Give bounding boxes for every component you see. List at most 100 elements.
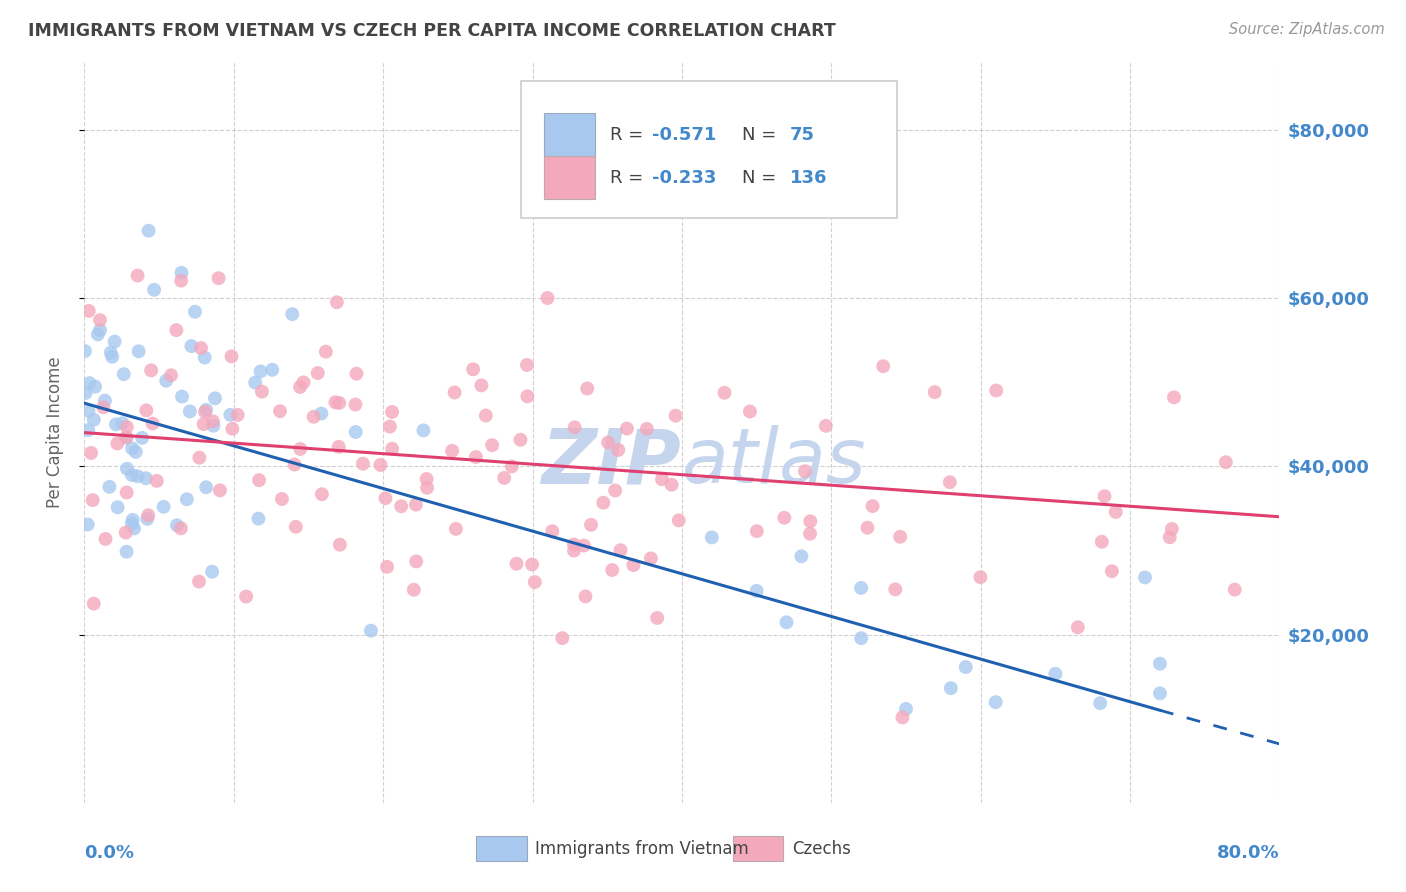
Point xyxy=(221,350,243,364)
Point xyxy=(115,462,138,476)
Point xyxy=(101,350,124,364)
Point xyxy=(247,473,270,487)
Point xyxy=(311,407,333,421)
Point xyxy=(799,526,821,541)
Point xyxy=(115,544,138,558)
Point xyxy=(127,469,149,483)
Point xyxy=(668,513,690,527)
Point xyxy=(636,422,658,436)
Point xyxy=(194,351,217,365)
Point xyxy=(139,363,162,377)
Point xyxy=(381,405,404,419)
Text: 80.0%: 80.0% xyxy=(1216,844,1279,862)
Point xyxy=(121,468,143,483)
Point xyxy=(415,472,437,486)
Point xyxy=(179,404,201,418)
Point xyxy=(121,442,143,456)
Point xyxy=(190,341,212,355)
Point xyxy=(416,481,439,495)
Point xyxy=(1045,666,1067,681)
Point xyxy=(249,364,271,378)
Point xyxy=(165,323,187,337)
Point xyxy=(201,414,224,428)
Point xyxy=(564,420,586,434)
Point xyxy=(115,485,138,500)
Point xyxy=(195,403,218,417)
Point xyxy=(136,512,159,526)
Point xyxy=(188,450,211,465)
Point xyxy=(475,409,498,423)
Point xyxy=(745,524,768,538)
Point xyxy=(79,376,101,390)
Point xyxy=(201,565,224,579)
Point xyxy=(891,710,914,724)
Point xyxy=(194,405,217,419)
Point xyxy=(640,551,662,566)
Point xyxy=(378,419,401,434)
Text: -0.571: -0.571 xyxy=(652,126,717,144)
Point xyxy=(83,597,105,611)
Point xyxy=(939,681,962,695)
Point xyxy=(176,492,198,507)
Point xyxy=(315,344,337,359)
Point xyxy=(89,323,111,337)
Point xyxy=(155,374,177,388)
Point xyxy=(138,224,160,238)
Point xyxy=(193,417,215,431)
Point xyxy=(374,491,396,506)
FancyBboxPatch shape xyxy=(544,156,595,200)
Point xyxy=(1067,620,1090,634)
Point xyxy=(271,491,294,506)
Point xyxy=(202,418,225,433)
Point xyxy=(1101,564,1123,578)
Text: 136: 136 xyxy=(790,169,827,186)
Point xyxy=(405,498,427,512)
Point xyxy=(986,384,1008,398)
Point xyxy=(142,417,165,431)
Point xyxy=(115,420,138,434)
Point xyxy=(389,500,412,514)
Point xyxy=(443,385,465,400)
Point xyxy=(984,695,1007,709)
Point xyxy=(621,558,644,573)
Point xyxy=(790,549,813,564)
Point xyxy=(773,510,796,524)
Point xyxy=(283,458,305,472)
Point xyxy=(481,438,503,452)
Point xyxy=(352,457,374,471)
Point xyxy=(464,450,486,464)
Point xyxy=(1163,390,1185,404)
Point xyxy=(924,385,946,400)
Point xyxy=(207,271,229,285)
Point xyxy=(91,401,114,415)
Point xyxy=(121,513,143,527)
Point xyxy=(346,367,368,381)
Point xyxy=(375,559,398,574)
Point xyxy=(89,313,111,327)
Point xyxy=(523,575,546,590)
Point xyxy=(115,430,138,444)
Point xyxy=(600,563,623,577)
Point xyxy=(520,558,543,572)
Point xyxy=(208,483,231,498)
Point xyxy=(572,539,595,553)
Point xyxy=(80,446,103,460)
Point xyxy=(1215,455,1237,469)
Point xyxy=(738,404,761,418)
Point xyxy=(1094,489,1116,503)
Point xyxy=(128,344,150,359)
Point xyxy=(1105,505,1128,519)
Point xyxy=(219,408,242,422)
Y-axis label: Per Capita Income: Per Capita Income xyxy=(45,357,63,508)
Text: N =: N = xyxy=(742,126,782,144)
Point xyxy=(188,574,211,589)
Point xyxy=(661,477,683,491)
Point xyxy=(100,345,122,359)
Point xyxy=(360,624,382,638)
Point xyxy=(516,358,538,372)
Point xyxy=(1149,686,1171,700)
Point xyxy=(195,480,218,494)
Point xyxy=(87,327,110,342)
Point xyxy=(114,525,136,540)
Point xyxy=(344,425,367,439)
